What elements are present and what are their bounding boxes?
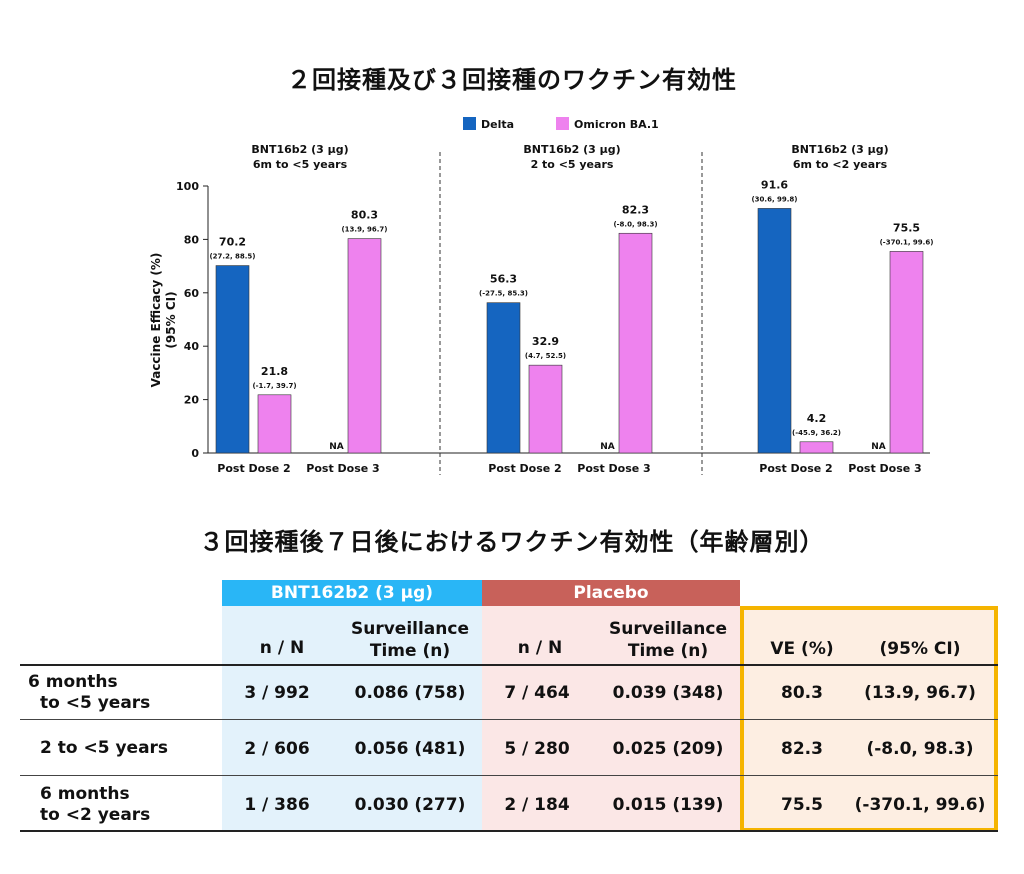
table-cell: 0.086 (758)	[354, 683, 466, 703]
legend-label: Delta	[481, 118, 514, 131]
bar-omicron	[799, 441, 834, 454]
placebo-group-header: Placebo	[573, 583, 649, 603]
table-cell: 7 / 464	[504, 683, 570, 703]
bar-ci-label: (-370.1, 99.6)	[880, 238, 934, 246]
bar-ci-label: (13.9, 96.7)	[341, 226, 387, 234]
bnt-header-bg	[222, 580, 482, 606]
table-divider	[20, 830, 998, 832]
table-cell: 2 / 184	[504, 795, 570, 815]
bar-omicron	[528, 364, 563, 454]
bar-value-label: 21.8	[261, 365, 288, 378]
table-divider	[20, 775, 998, 776]
row-label: 6 months	[40, 784, 130, 804]
bar-value-label: 56.3	[490, 273, 517, 286]
ve-highlight-box	[740, 606, 998, 832]
col-header-bnt-surveillance: Surveillance	[350, 619, 469, 639]
legend-swatch-delta	[463, 117, 476, 130]
bar-ci-label: (-45.9, 36.2)	[792, 429, 841, 437]
x-category-label: Post Dose 3	[577, 462, 650, 475]
na-label: NA	[871, 442, 886, 452]
table-cell: 0.039 (348)	[612, 683, 724, 703]
panel-subtitle: 2 to <5 years	[531, 158, 614, 171]
placebo-column-bg	[482, 606, 740, 832]
bnt-column-bg	[222, 606, 482, 832]
table-cell: 5 / 280	[504, 739, 570, 759]
table-title: ３回接種後７日後におけるワクチン有効性（年齢層別）	[199, 528, 825, 556]
row-label: 2 to <5 years	[40, 738, 169, 758]
table-cell: 0.025 (209)	[612, 739, 724, 759]
vaccine-efficacy-chart: Delta Omicron BA.1 0 20 40 60 80 100 Vaccine Eff…	[149, 117, 934, 475]
y-tick-label: 0	[191, 447, 199, 460]
y-tick-label: 80	[184, 233, 200, 246]
bar-value-label: 75.5	[893, 221, 920, 234]
legend-swatch-omicron	[556, 117, 569, 130]
panel-title: BNT16b2 (3 μg)	[791, 143, 888, 156]
bar-value-label: 80.3	[351, 209, 378, 222]
placebo-header-bg	[482, 580, 740, 606]
bar-delta	[486, 302, 521, 454]
table-divider	[20, 664, 998, 666]
col-header-bnt-time: Time (n)	[369, 641, 451, 661]
panel-title: BNT16b2 (3 μg)	[251, 143, 348, 156]
bar-value-label: 91.6	[761, 178, 788, 191]
bar-value-label: 82.3	[622, 203, 649, 216]
bar-ci-label: (-8.0, 98.3)	[613, 220, 657, 228]
row-label-line2: to <2 years	[40, 805, 151, 825]
bar-value-label: 32.9	[532, 335, 559, 348]
table-cell: 0.056 (481)	[354, 739, 466, 759]
bar-omicron	[257, 394, 292, 454]
bar-ci-label: (4.7, 52.5)	[525, 352, 566, 360]
chart-title: ２回接種及び３回接種のワクチン有効性	[287, 66, 737, 94]
bar-omicron	[618, 232, 653, 454]
y-tick-label: 100	[176, 180, 199, 193]
panel-subtitle: 6m to <5 years	[253, 158, 348, 171]
panel-subtitle: 6m to <2 years	[793, 158, 888, 171]
ve-value: 80.3	[781, 683, 823, 703]
x-category-label: Post Dose 3	[306, 462, 379, 475]
bar-omicron	[889, 251, 924, 454]
bar-delta	[215, 265, 250, 454]
legend-label: Omicron BA.1	[574, 118, 659, 131]
panel-title: BNT16b2 (3 μg)	[523, 143, 620, 156]
col-header-placebo-time: Time (n)	[627, 641, 709, 661]
ci-value: (13.9, 96.7)	[864, 683, 976, 703]
x-category-label: Post Dose 3	[848, 462, 921, 475]
x-category-label: Post Dose 2	[217, 462, 290, 475]
table-cell: 1 / 386	[244, 795, 310, 815]
bar-ci-label: (-1.7, 39.7)	[252, 382, 296, 390]
ci-value: (-8.0, 98.3)	[866, 739, 974, 759]
bar-ci-label: (30.6, 99.8)	[751, 195, 797, 203]
table-cell: 0.030 (277)	[354, 795, 466, 815]
bar-ci-label: (27.2, 88.5)	[209, 253, 255, 261]
bar-delta	[757, 208, 792, 454]
y-tick-label: 60	[184, 287, 200, 300]
col-header-ci: (95% CI)	[879, 639, 961, 659]
table-cell: 0.015 (139)	[612, 795, 724, 815]
ci-value: (-370.1, 99.6)	[854, 795, 986, 815]
ve-value: 82.3	[781, 739, 823, 759]
ve-value: 75.5	[781, 795, 823, 815]
col-header-placebo-nN: n / N	[517, 638, 563, 658]
row-label-line2: to <5 years	[40, 693, 151, 713]
row-label: 6 months	[28, 672, 118, 692]
na-label: NA	[600, 442, 615, 452]
na-label: NA	[329, 442, 344, 452]
y-axis-label: Vaccine Efficacy (%)	[149, 253, 163, 388]
col-header-placebo-surveillance: Surveillance	[608, 619, 727, 639]
col-header-bnt-nN: n / N	[259, 638, 305, 658]
bar-value-label: 70.2	[219, 236, 246, 249]
bar-ci-label: (-27.5, 85.3)	[479, 290, 528, 298]
table-cell: 2 / 606	[244, 739, 310, 759]
x-category-label: Post Dose 2	[759, 462, 832, 475]
x-category-label: Post Dose 2	[488, 462, 561, 475]
bar-value-label: 4.2	[807, 412, 827, 425]
y-axis-label-line2: (95% CI)	[164, 291, 178, 348]
col-header-ve: VE (%)	[770, 639, 834, 659]
table-divider	[20, 719, 998, 720]
y-tick-label: 40	[184, 340, 200, 353]
y-tick-label: 20	[184, 394, 200, 407]
bar-omicron	[347, 238, 382, 454]
bnt-group-header: BNT162b2 (3 μg)	[270, 583, 434, 603]
table-cell: 3 / 992	[244, 683, 310, 703]
